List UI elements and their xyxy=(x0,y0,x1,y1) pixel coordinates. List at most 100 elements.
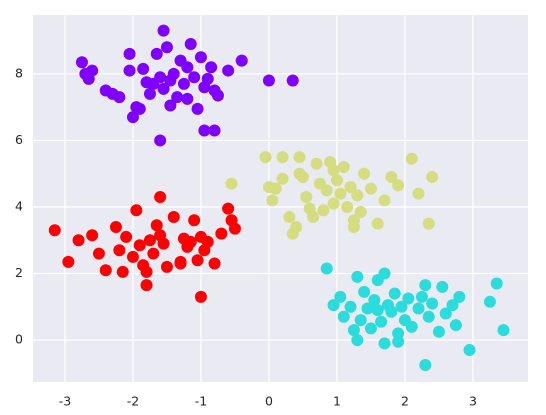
point xyxy=(86,229,99,242)
point xyxy=(320,184,333,197)
plot-area xyxy=(33,15,528,382)
point xyxy=(426,297,439,310)
point xyxy=(361,302,374,315)
point xyxy=(228,222,241,235)
point xyxy=(310,157,323,170)
point xyxy=(412,187,425,200)
point xyxy=(123,47,136,60)
point xyxy=(259,151,272,164)
point xyxy=(201,235,214,248)
point xyxy=(371,304,384,317)
point xyxy=(181,92,194,105)
point xyxy=(109,220,122,233)
point xyxy=(82,72,95,85)
point xyxy=(140,279,153,292)
point xyxy=(463,344,476,357)
point xyxy=(392,335,405,348)
point xyxy=(490,277,503,290)
point xyxy=(181,61,194,74)
point xyxy=(405,320,418,333)
point xyxy=(497,324,510,337)
point xyxy=(388,287,401,300)
point xyxy=(483,295,496,308)
point xyxy=(337,310,350,323)
point xyxy=(188,71,201,84)
point xyxy=(347,324,360,337)
point xyxy=(419,359,432,372)
y-tick-label: 6 xyxy=(15,132,23,147)
point xyxy=(395,300,408,313)
labels: -3 -2 -1 0 1 2 3 0 2 4 6 8 xyxy=(15,65,477,408)
point xyxy=(154,71,167,84)
point xyxy=(344,300,357,313)
point xyxy=(300,191,313,204)
point xyxy=(143,234,156,247)
y-tick-label: 4 xyxy=(15,198,23,213)
point xyxy=(154,229,167,242)
point xyxy=(198,124,211,137)
x-tick-label: -2 xyxy=(127,394,139,409)
point xyxy=(194,290,207,303)
point xyxy=(364,322,377,335)
point xyxy=(205,61,218,74)
point xyxy=(320,262,333,275)
x-tick-label: -3 xyxy=(59,394,71,409)
point xyxy=(392,179,405,192)
point xyxy=(354,314,367,327)
point xyxy=(392,327,405,340)
point xyxy=(327,299,340,312)
x-tick-label: 2 xyxy=(401,394,409,409)
point xyxy=(126,250,139,263)
point xyxy=(317,204,330,217)
x-tick-label: 1 xyxy=(333,394,341,409)
point xyxy=(106,87,119,100)
point xyxy=(419,279,432,292)
point xyxy=(358,167,371,180)
point xyxy=(130,204,143,217)
point xyxy=(378,194,391,207)
point xyxy=(48,224,61,237)
point xyxy=(422,217,435,230)
point xyxy=(269,182,282,195)
point xyxy=(371,217,384,230)
point xyxy=(415,290,428,303)
point xyxy=(337,161,350,174)
point xyxy=(354,205,367,218)
point xyxy=(368,294,381,307)
point xyxy=(123,64,136,77)
point xyxy=(276,151,289,164)
point xyxy=(334,290,347,303)
point xyxy=(140,265,153,278)
point xyxy=(116,265,129,278)
point xyxy=(262,74,275,87)
point xyxy=(225,177,238,190)
point xyxy=(222,202,235,215)
point xyxy=(211,89,224,102)
point xyxy=(137,62,150,75)
point xyxy=(293,167,306,180)
point xyxy=(75,56,88,69)
point xyxy=(290,220,303,233)
point xyxy=(120,230,133,243)
point xyxy=(184,37,197,50)
point xyxy=(167,67,180,80)
point xyxy=(330,174,343,187)
x-tick-label: 3 xyxy=(469,394,477,409)
point xyxy=(133,239,146,252)
point xyxy=(439,307,452,320)
point xyxy=(432,325,445,338)
point xyxy=(208,124,221,137)
point xyxy=(208,257,221,270)
point xyxy=(358,285,371,298)
point xyxy=(378,337,391,350)
x-tick-label: 0 xyxy=(265,394,273,409)
point xyxy=(143,87,156,100)
y-tick-label: 2 xyxy=(15,265,23,280)
point xyxy=(157,24,170,37)
point xyxy=(126,111,139,124)
point xyxy=(453,290,466,303)
point xyxy=(341,200,354,213)
point xyxy=(164,99,177,112)
point xyxy=(157,82,170,95)
